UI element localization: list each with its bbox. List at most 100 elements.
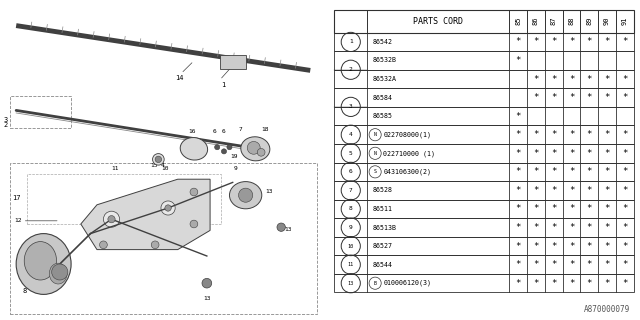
Bar [334, 33, 634, 51]
Text: *: * [622, 37, 627, 46]
Text: 86585: 86585 [372, 113, 392, 119]
Ellipse shape [180, 138, 207, 160]
Bar [334, 10, 634, 33]
Text: 9: 9 [349, 225, 353, 230]
Text: *: * [533, 260, 539, 269]
Text: 010006120(3): 010006120(3) [383, 280, 431, 286]
Text: 86: 86 [533, 17, 539, 25]
Text: *: * [586, 223, 592, 232]
Text: 8: 8 [22, 288, 26, 294]
Text: 022710000 (1): 022710000 (1) [383, 150, 435, 156]
Text: *: * [586, 167, 592, 176]
Bar [334, 107, 634, 125]
Text: 86584: 86584 [372, 95, 392, 100]
Text: *: * [604, 204, 610, 213]
Bar [334, 125, 634, 144]
Text: *: * [533, 93, 539, 102]
Text: PARTS CORD: PARTS CORD [413, 17, 463, 26]
Text: N: N [374, 132, 376, 137]
Text: *: * [533, 204, 539, 213]
Text: *: * [533, 242, 539, 251]
Circle shape [155, 156, 161, 163]
Text: 10: 10 [348, 244, 354, 249]
Text: 91: 91 [621, 17, 628, 25]
Text: *: * [604, 242, 610, 251]
Text: *: * [586, 130, 592, 139]
Circle shape [104, 211, 120, 227]
Text: *: * [551, 130, 556, 139]
Text: *: * [604, 130, 610, 139]
Text: *: * [551, 204, 556, 213]
Text: 13: 13 [348, 281, 354, 286]
Text: 86511: 86511 [372, 206, 392, 212]
Text: 10: 10 [161, 166, 168, 171]
Bar [220, 55, 246, 69]
Text: 11: 11 [111, 166, 118, 171]
Text: N: N [374, 151, 376, 156]
Text: *: * [586, 204, 592, 213]
Text: *: * [604, 260, 610, 269]
Text: *: * [569, 223, 574, 232]
Text: *: * [533, 130, 539, 139]
Text: 89: 89 [586, 17, 592, 25]
Text: *: * [551, 242, 556, 251]
Text: *: * [604, 37, 610, 46]
Text: *: * [604, 167, 610, 176]
Circle shape [221, 149, 227, 154]
Text: 86544: 86544 [372, 262, 392, 268]
Text: *: * [515, 37, 521, 46]
Text: *: * [622, 223, 627, 232]
Text: *: * [622, 167, 627, 176]
Text: 13: 13 [265, 188, 273, 194]
Text: *: * [533, 279, 539, 288]
Text: 2: 2 [349, 67, 353, 72]
Text: *: * [586, 93, 592, 102]
Circle shape [165, 205, 172, 211]
Bar [334, 181, 634, 200]
Text: 17: 17 [13, 195, 21, 201]
Polygon shape [81, 179, 210, 250]
Text: *: * [622, 260, 627, 269]
Text: *: * [515, 130, 521, 139]
Text: *: * [515, 242, 521, 251]
Text: *: * [604, 93, 610, 102]
Ellipse shape [230, 181, 262, 209]
Circle shape [190, 188, 198, 196]
Text: 15: 15 [151, 163, 158, 168]
Text: *: * [586, 279, 592, 288]
Circle shape [202, 278, 212, 288]
Circle shape [214, 145, 220, 150]
Bar [334, 255, 634, 274]
Bar [334, 51, 634, 70]
Text: 14: 14 [175, 75, 184, 81]
Text: 85: 85 [515, 17, 521, 25]
Text: 86527: 86527 [372, 243, 392, 249]
Ellipse shape [16, 234, 71, 294]
Text: 6: 6 [213, 129, 217, 134]
Text: *: * [586, 260, 592, 269]
Text: *: * [533, 167, 539, 176]
Text: *: * [515, 112, 521, 121]
Bar [10, 163, 317, 314]
Text: *: * [533, 149, 539, 158]
Text: 3: 3 [4, 117, 8, 123]
Bar [334, 237, 634, 255]
Text: 86542: 86542 [372, 39, 392, 45]
Text: *: * [604, 186, 610, 195]
Text: *: * [515, 260, 521, 269]
Text: *: * [604, 75, 610, 84]
Text: 6: 6 [221, 129, 225, 134]
Text: 87: 87 [550, 17, 557, 25]
Circle shape [108, 216, 115, 223]
Bar [10, 96, 71, 128]
Text: *: * [586, 242, 592, 251]
Text: *: * [515, 279, 521, 288]
Circle shape [152, 154, 164, 165]
Text: *: * [622, 186, 627, 195]
Text: 86532B: 86532B [372, 58, 396, 63]
Text: *: * [533, 37, 539, 46]
Text: *: * [515, 167, 521, 176]
Text: A870000079: A870000079 [584, 305, 630, 314]
Text: 022708000(1): 022708000(1) [383, 132, 431, 138]
Text: *: * [569, 130, 574, 139]
